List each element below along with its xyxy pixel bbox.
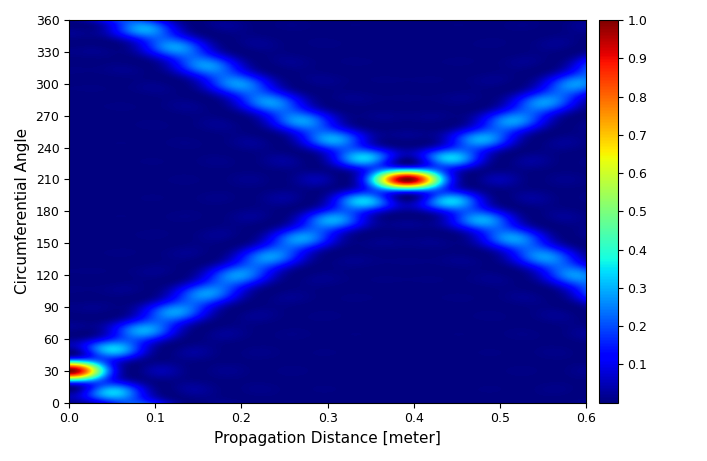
Y-axis label: Circumferential Angle: Circumferential Angle [15, 128, 30, 295]
X-axis label: Propagation Distance [meter]: Propagation Distance [meter] [214, 431, 441, 446]
